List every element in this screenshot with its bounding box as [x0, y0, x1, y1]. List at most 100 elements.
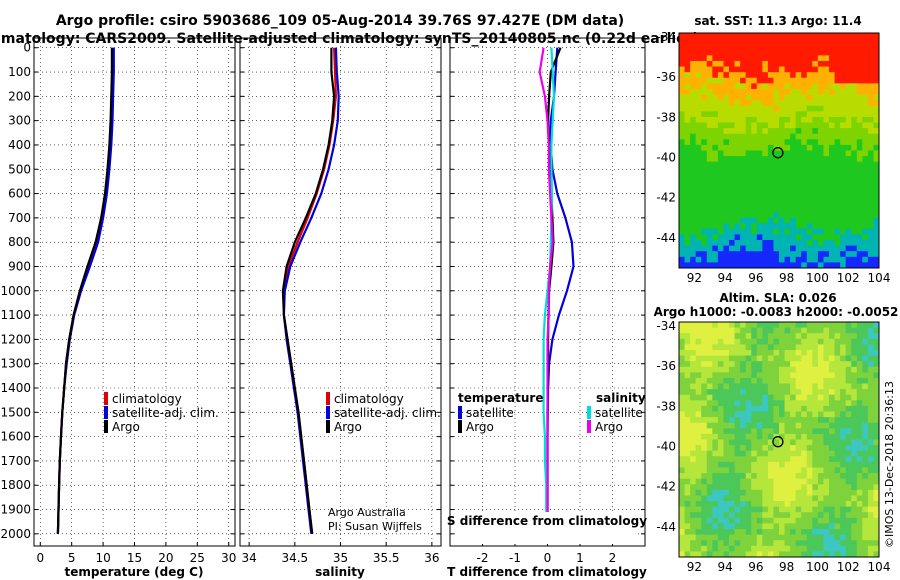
map-cell: [873, 77, 880, 84]
map-cell: [862, 66, 869, 73]
map-cell: [784, 484, 791, 491]
map-cell: [701, 461, 708, 468]
map-cell: [745, 66, 752, 73]
map-cell: [690, 338, 697, 345]
map-cell: [790, 501, 797, 508]
map-cell: [812, 144, 819, 151]
map-cell: [862, 139, 869, 146]
lon-tick-label: 98: [779, 271, 794, 285]
map-cell: [756, 189, 763, 196]
map-cell: [701, 133, 708, 140]
map-cell: [751, 128, 758, 135]
map-cell: [851, 116, 858, 123]
map-cell: [756, 456, 763, 463]
map-cell: [840, 506, 847, 513]
map-cell: [701, 333, 708, 340]
map-cell: [701, 105, 708, 112]
map-cell: [740, 473, 747, 480]
map-cell: [695, 105, 702, 112]
map-cell: [817, 217, 824, 224]
map-cell: [773, 400, 780, 407]
map-cell: [823, 66, 830, 73]
map-cell: [790, 428, 797, 435]
map-cell: [851, 251, 858, 258]
map-cell: [840, 94, 847, 101]
map-cell: [679, 417, 685, 424]
map-cell: [745, 94, 752, 101]
map-cell: [867, 501, 874, 508]
map-cell: [829, 473, 835, 480]
map-cell: [723, 88, 730, 95]
map-cell: [840, 467, 847, 474]
map-cell: [806, 150, 813, 157]
map-cell: [840, 116, 847, 123]
map-cell: [823, 473, 830, 480]
map-cell: [723, 473, 730, 480]
map-cell: [717, 473, 724, 480]
map-cell: [856, 105, 863, 112]
map-cell: [729, 445, 735, 452]
map-cell: [767, 322, 774, 328]
map-cell: [823, 122, 830, 129]
map-cell: [762, 484, 769, 491]
map-cell: [723, 428, 730, 435]
map-cell: [784, 545, 791, 552]
map-cell: [862, 94, 869, 101]
map-cell: [862, 111, 869, 118]
map-cell: [779, 540, 785, 547]
map-cell: [845, 111, 852, 118]
map-cell: [867, 473, 874, 480]
map-cell: [790, 38, 797, 45]
map-cell: [779, 383, 785, 390]
map-cell: [795, 139, 802, 146]
map-cell: [790, 551, 797, 558]
map-cell: [834, 322, 841, 328]
map-cell: [690, 433, 697, 440]
map-cell: [690, 94, 697, 101]
map-cell: [862, 105, 869, 112]
map-cell: [790, 512, 797, 519]
map-cell: [706, 66, 713, 73]
map-cell: [712, 428, 719, 435]
map-cell: [756, 422, 763, 429]
map-cell: [834, 338, 841, 345]
map-cell: [701, 501, 708, 508]
map-cell: [734, 262, 741, 269]
map-cell: [812, 105, 819, 112]
map-cell: [729, 495, 735, 502]
map-cell: [745, 262, 752, 269]
map-cell: [751, 428, 758, 435]
map-cell: [695, 394, 702, 401]
map-cell: [745, 394, 752, 401]
annotation-argo-australia: Argo Australia: [328, 506, 406, 519]
map-cell: [784, 361, 791, 368]
map-cell: [706, 167, 713, 174]
map-cell: [745, 251, 752, 258]
map-cell: [812, 60, 819, 67]
map-cell: [773, 439, 780, 446]
map-cell: [756, 439, 763, 446]
map-cell: [729, 72, 735, 79]
map-cell: [806, 322, 813, 328]
map-cell: [734, 473, 741, 480]
map-cell: [745, 122, 752, 129]
map-cell: [701, 72, 708, 79]
map-cell: [745, 55, 752, 62]
map-cell: [729, 83, 735, 90]
map-cell: [756, 405, 763, 412]
map-cell: [784, 217, 791, 224]
map-cell: [812, 433, 819, 440]
map-cell: [756, 105, 763, 112]
map-cell: [851, 344, 858, 351]
map-cell: [806, 228, 813, 235]
map-cell: [679, 473, 685, 480]
map-cell: [723, 245, 730, 252]
map-cell: [856, 534, 863, 541]
map-cell: [862, 167, 869, 174]
map-cell: [690, 251, 697, 258]
map-cell: [856, 195, 863, 202]
map-cell: [695, 461, 702, 468]
map-cell: [856, 445, 863, 452]
map-cell: [701, 338, 708, 345]
legend-label-climatology: climatology: [112, 392, 182, 406]
